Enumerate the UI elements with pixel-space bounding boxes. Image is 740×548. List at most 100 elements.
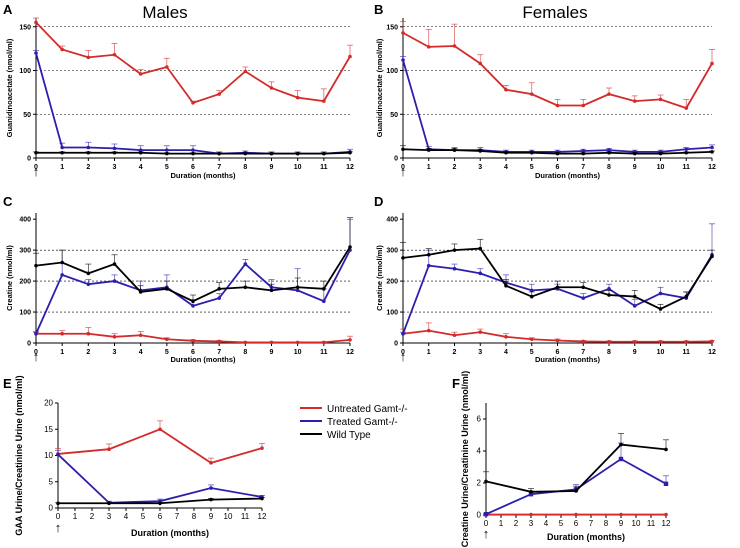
y-tick-label: 200 xyxy=(386,279,398,286)
series-line xyxy=(402,32,713,110)
y-tick-label: 0 xyxy=(477,511,482,520)
x-tick-label: 5 xyxy=(141,512,146,521)
data-point xyxy=(710,339,714,344)
data-point xyxy=(112,335,117,339)
x-tick-label: 9 xyxy=(270,349,274,356)
y-tick-label: 0 xyxy=(394,156,398,163)
x-tick-label: 0 xyxy=(401,349,405,356)
start-arrow-icon: ↑ xyxy=(33,164,40,179)
data-point xyxy=(209,497,213,502)
x-tick-label: 9 xyxy=(209,512,214,521)
data-point xyxy=(191,304,195,308)
y-tick-label: 300 xyxy=(386,248,398,255)
data-point xyxy=(663,481,669,486)
data-point xyxy=(504,283,508,288)
data-point xyxy=(581,149,586,153)
data-point xyxy=(684,106,689,110)
data-point xyxy=(34,20,38,25)
data-point xyxy=(217,339,221,344)
series-line xyxy=(35,21,351,104)
x-tick-label: 3 xyxy=(529,519,534,528)
data-point xyxy=(452,266,457,271)
data-point xyxy=(619,512,623,517)
x-tick-label: 5 xyxy=(530,349,534,356)
data-point xyxy=(574,489,578,493)
data-point xyxy=(191,148,195,152)
data-point xyxy=(555,338,560,343)
data-point xyxy=(426,148,431,152)
data-point xyxy=(60,145,64,150)
x-tick-label: 9 xyxy=(619,519,624,528)
data-point xyxy=(86,145,91,150)
data-point xyxy=(684,147,689,152)
data-point xyxy=(34,51,38,55)
x-tick-label: 12 xyxy=(346,349,354,356)
y-tick-label: 100 xyxy=(19,310,31,317)
data-point xyxy=(60,331,64,336)
data-point xyxy=(555,151,560,156)
series-line xyxy=(57,453,263,504)
x-tick-label: 9 xyxy=(633,349,637,356)
x-tick-label: 0 xyxy=(34,164,38,171)
series-line xyxy=(57,428,263,464)
x-tick-label: 6 xyxy=(191,349,195,356)
data-point xyxy=(478,149,483,153)
x-tick-label: 1 xyxy=(499,519,504,528)
data-point xyxy=(426,252,431,257)
y-tick-label: 200 xyxy=(19,279,31,286)
x-tick-label: 8 xyxy=(243,164,247,171)
y-tick-label: 0 xyxy=(27,341,31,348)
data-point xyxy=(452,148,457,152)
x-tick-label: 2 xyxy=(453,349,457,356)
x-tick-label: 4 xyxy=(139,349,143,356)
data-point xyxy=(529,150,534,155)
series-treated-gamt- xyxy=(400,223,715,336)
x-tick-label: 2 xyxy=(453,164,457,171)
y-axis-label: Guanidinoacetate (nmol/ml) xyxy=(375,38,384,137)
data-point xyxy=(112,262,117,266)
data-point xyxy=(529,337,534,342)
data-point xyxy=(243,151,248,156)
data-point xyxy=(112,279,117,283)
data-point xyxy=(658,339,663,344)
data-point xyxy=(158,427,162,432)
data-point xyxy=(191,299,195,304)
data-point xyxy=(60,260,64,265)
y-tick-label: 4 xyxy=(477,447,482,456)
data-point xyxy=(607,339,611,344)
start-arrow-icon: ↑ xyxy=(400,164,407,179)
x-tick-label: 12 xyxy=(662,519,671,528)
x-tick-label: 1 xyxy=(73,512,78,521)
data-point xyxy=(269,151,274,156)
data-point xyxy=(710,61,714,66)
data-point xyxy=(484,479,488,484)
y-tick-label: 5 xyxy=(49,477,54,486)
data-point xyxy=(504,87,508,92)
x-tick-label: 10 xyxy=(294,349,302,356)
data-point xyxy=(684,339,689,344)
data-point xyxy=(86,150,91,155)
data-point xyxy=(348,245,352,249)
data-point xyxy=(581,339,586,344)
x-tick-label: 2 xyxy=(514,519,519,528)
x-tick-label: 11 xyxy=(320,349,328,356)
data-point xyxy=(243,340,248,345)
y-tick-label: 150 xyxy=(386,24,398,31)
y-tick-label: 50 xyxy=(23,112,31,119)
data-point xyxy=(710,254,714,259)
data-point xyxy=(529,490,533,494)
series-wild-type xyxy=(400,238,715,311)
x-tick-label: 3 xyxy=(478,349,482,356)
data-point xyxy=(684,150,689,155)
data-point xyxy=(504,335,508,339)
data-point xyxy=(529,92,534,96)
series-wild-type xyxy=(55,496,265,506)
x-tick-label: 4 xyxy=(124,512,129,521)
y-tick-label: 2 xyxy=(477,479,482,488)
series-untreated-gamt- xyxy=(55,420,265,465)
data-point xyxy=(158,501,162,506)
